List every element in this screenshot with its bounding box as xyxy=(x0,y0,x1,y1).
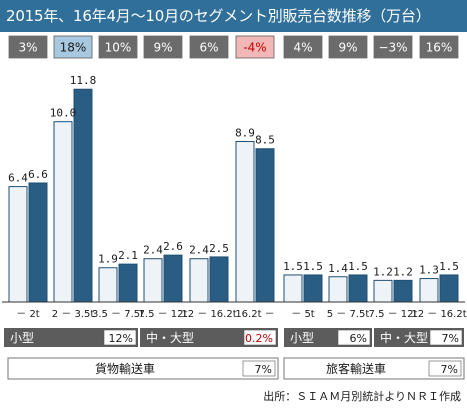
segment-value-box xyxy=(337,329,371,346)
segment-value: 0.2% xyxy=(245,332,273,345)
value-label-2015: 10.0 xyxy=(50,107,77,120)
category-label: 2 － 3.5t xyxy=(52,309,95,320)
segment-label: 中・大型 xyxy=(146,330,194,345)
group-label: 旅客輸送車 xyxy=(326,361,386,376)
bar-2016 xyxy=(393,279,413,303)
segment-label: 中・大型 xyxy=(380,330,428,345)
growth-rate-box xyxy=(328,35,368,59)
growth-rate-box xyxy=(283,35,323,59)
growth-rate-label: 18% xyxy=(60,41,87,55)
growth-rate-box xyxy=(8,35,48,59)
segment-value: 12% xyxy=(109,332,133,345)
group-label: 貨物輸送車 xyxy=(95,361,155,376)
value-label-2015: 2.4 xyxy=(143,244,163,257)
group-value-box xyxy=(242,360,276,377)
growth-rate-box xyxy=(53,35,93,59)
value-label-2015: 1.4 xyxy=(328,262,348,275)
value-label-2016: 1.5 xyxy=(348,260,368,273)
group-box xyxy=(283,357,465,380)
source-note: 出所：ＳＩＡＭ月別統計よりＮＲＩ作成 xyxy=(263,390,461,403)
group-value: 7% xyxy=(441,363,458,376)
bar-2016 xyxy=(118,263,138,303)
value-label-2015: 8.9 xyxy=(235,127,255,140)
value-label-2015: 6.4 xyxy=(8,172,28,185)
value-label-2015: 1.2 xyxy=(373,265,393,278)
growth-rate-label: 9% xyxy=(338,41,357,55)
growth-rate-label: 4% xyxy=(293,41,312,55)
bar-2015 xyxy=(98,267,118,303)
growth-rate-box xyxy=(235,35,275,59)
bar-2015 xyxy=(419,278,439,303)
segment-value-box xyxy=(429,329,463,346)
growth-rate-label: 6% xyxy=(199,41,218,55)
bar-2016 xyxy=(303,274,323,303)
bar-2016 xyxy=(209,256,229,303)
value-label-2016: 2.5 xyxy=(209,242,229,255)
growth-rate-box xyxy=(189,35,229,59)
segment-value: 6% xyxy=(350,332,367,345)
bar-2016 xyxy=(255,148,275,303)
segment-label: 小型 xyxy=(10,331,34,345)
value-label-2016: 1.5 xyxy=(303,260,323,273)
growth-rate-box xyxy=(143,35,183,59)
value-label-2016: 2.1 xyxy=(118,249,138,262)
bar-2015 xyxy=(283,274,303,303)
category-label: 12 － 16.2t xyxy=(181,309,236,320)
bar-2015 xyxy=(328,276,348,303)
segment-value-box xyxy=(243,329,277,346)
category-label: 16.2t － xyxy=(235,309,274,320)
value-label-2016: 1.5 xyxy=(439,260,459,273)
bar-2015 xyxy=(235,141,255,303)
category-label: 7.5 － 12t xyxy=(139,309,188,320)
growth-rate-row: 3% 18% 10% 9% 6% -4% 4% 9% −3% 16% xyxy=(8,35,459,59)
value-label-2016: 8.5 xyxy=(255,134,275,147)
growth-rate-label: 3% xyxy=(18,41,37,55)
growth-rate-label: -4% xyxy=(243,41,266,55)
segment-rows: 小型 12% 中・大型 0.2% 小型 6% 中・大型 7% xyxy=(4,328,464,347)
group-rows: 貨物輸送車 7% 旅客輸送車 7% xyxy=(7,357,465,380)
growth-rate-box xyxy=(419,35,459,59)
growth-rate-label: 16% xyxy=(426,41,453,55)
group-box xyxy=(7,357,279,380)
value-label-2016: 6.6 xyxy=(28,168,48,181)
growth-rate-label: −3% xyxy=(378,41,407,55)
bar-2015 xyxy=(53,121,73,303)
value-label-2015: 1.9 xyxy=(98,253,118,266)
bar-2015 xyxy=(373,279,393,303)
growth-rate-box xyxy=(98,35,138,59)
growth-rate-label: 10% xyxy=(105,41,132,55)
group-value: 7% xyxy=(255,363,272,376)
category-label: 3.5 － 7.5t xyxy=(92,309,144,320)
bar-2016 xyxy=(28,182,48,303)
chart-title: 2015年、16年4月～10月のセグメント別販売台数推移（万台） xyxy=(0,0,467,32)
bar-2015 xyxy=(8,186,28,303)
bar-2016 xyxy=(73,88,93,303)
value-label-2015: 1.5 xyxy=(283,260,303,273)
bars-area: 6.4 6.610.011.81.9 2.1 2.4 2.6 2.4 2.58.98.51.… xyxy=(2,74,465,303)
group-value-box xyxy=(428,360,462,377)
category-label: － 5t xyxy=(291,309,315,320)
category-label: 7.5 － 12t xyxy=(369,309,418,320)
value-label-2015: 2.4 xyxy=(189,244,209,257)
growth-rate-label: 9% xyxy=(153,41,172,55)
segment-label: 小型 xyxy=(290,331,314,345)
bar-2016 xyxy=(439,274,459,303)
growth-rate-box xyxy=(373,35,413,59)
segment-value: 7% xyxy=(442,332,459,345)
value-label-2016: 2.6 xyxy=(163,240,183,253)
category-label: － 2t xyxy=(16,309,40,320)
bar-2015 xyxy=(143,258,163,303)
bar-2016 xyxy=(163,254,183,303)
segment-value-box xyxy=(103,329,137,346)
category-label: 5 － 7.5t xyxy=(327,309,370,320)
category-label: 12 － 16.2t xyxy=(411,309,466,320)
segment-bar xyxy=(140,328,278,347)
value-label-2016: 1.2 xyxy=(393,265,413,278)
bar-2015 xyxy=(189,258,209,303)
bar-2016 xyxy=(348,274,368,303)
value-label-2016: 11.8 xyxy=(70,74,97,87)
value-label-2015: 1.3 xyxy=(419,264,439,277)
